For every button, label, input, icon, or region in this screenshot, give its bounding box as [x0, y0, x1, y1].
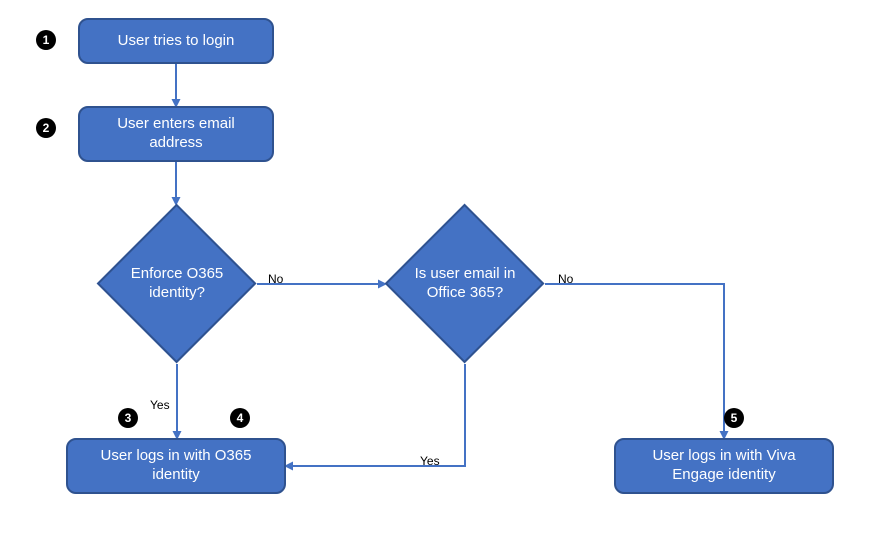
- flow-edge-label: Yes: [420, 454, 440, 468]
- step-badge: 2: [36, 118, 56, 138]
- flow-edge-e6: [545, 284, 724, 438]
- flow-node-label: User tries to login: [118, 32, 235, 51]
- flow-node-label: User logs in with O365 identity: [78, 447, 274, 485]
- flow-node-n1: User tries to login: [78, 18, 274, 64]
- flow-node-label: User enters email address: [90, 115, 262, 153]
- flow-edge-label: Yes: [150, 398, 170, 412]
- flow-edge-label: No: [268, 272, 283, 286]
- flow-decision-d1: Enforce O365 identity?: [97, 204, 257, 364]
- flow-node-label: Enforce O365 identity?: [109, 265, 245, 303]
- flow-edge-e5: [286, 364, 465, 466]
- flow-decision-d2: Is user email in Office 365?: [385, 204, 545, 364]
- flow-edge-label: No: [558, 272, 573, 286]
- step-badge: 5: [724, 408, 744, 428]
- step-badge: 4: [230, 408, 250, 428]
- flow-node-n3: User logs in with O365 identity: [66, 438, 286, 494]
- flowchart-canvas: User tries to login User enters email add…: [0, 0, 878, 550]
- step-badge: 3: [118, 408, 138, 428]
- flow-node-n5: User logs in with Viva Engage identity: [614, 438, 834, 494]
- step-badge: 1: [36, 30, 56, 50]
- flow-node-label: User logs in with Viva Engage identity: [626, 447, 822, 485]
- flow-node-n2: User enters email address: [78, 106, 274, 162]
- flow-node-label: Is user email in Office 365?: [397, 265, 533, 303]
